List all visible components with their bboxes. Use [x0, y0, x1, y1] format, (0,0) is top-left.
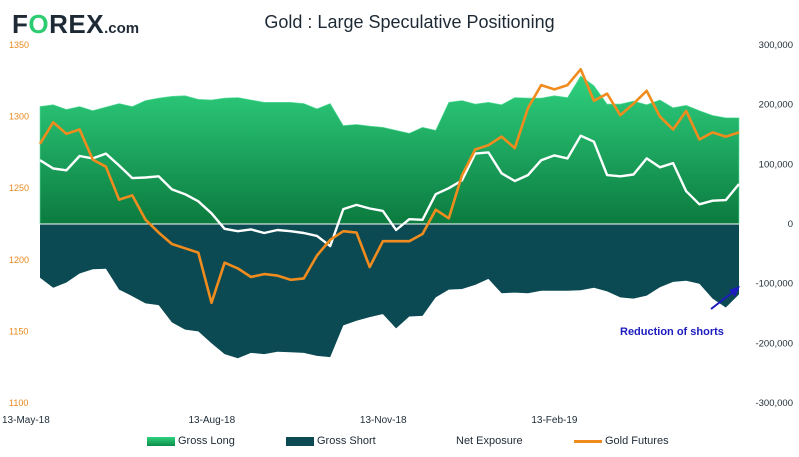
chart-title-wrap: Gold : Large Speculative Positioning: [0, 10, 799, 34]
series-gold-futures-line: [38, 68, 740, 305]
annotation-text: Reduction of shorts: [620, 326, 724, 338]
legend-label-gross-long: Gross Long: [178, 435, 235, 447]
series-net-exposure-line: [39, 134, 740, 248]
legend-label-gross-short: Gross Short: [317, 435, 376, 447]
series-gross-short-area: [40, 224, 739, 359]
x-tick-label: 13-Aug-18: [188, 415, 235, 426]
legend-item-gold-futures: Gold Futures: [574, 435, 669, 447]
y-left-tick-label: 1150: [9, 326, 28, 336]
y-right-tick-label: 300,000: [759, 40, 793, 51]
y-left-tick-label: 1250: [9, 183, 29, 193]
y-left-tick-label: 1200: [9, 255, 29, 265]
chart-canvas: 1100 1150 1200 1250 1300 1350 -300,000 -200,000…: [2, 40, 793, 426]
y-left-tick-label: 1100: [9, 398, 28, 408]
y-right-tick-label: 0: [788, 219, 793, 230]
series-gross-long-area: [39, 75, 740, 225]
legend-swatch-gross-long: [147, 436, 175, 446]
logo-f: F: [12, 9, 29, 39]
y-left-tick-label: 1350: [9, 40, 29, 50]
legend-label-gold-futures: Gold Futures: [605, 435, 669, 447]
logo-rex: REX: [49, 9, 105, 39]
y-right-tick-label: 100,000: [759, 159, 793, 170]
x-tick-label: 13-Feb-19: [531, 415, 578, 426]
legend-swatch-net-exposure: [425, 437, 453, 446]
x-tick-label: 13-Nov-18: [360, 415, 407, 426]
logo-domain: .com: [104, 20, 140, 37]
y-left-tick-label: 1300: [9, 112, 29, 122]
chart-title: Gold : Large Speculative Positioning: [264, 12, 555, 32]
legend: Gross Long Gross Short Net Exposure Gold…: [0, 435, 799, 453]
x-tick-label: 13-May-18: [2, 415, 50, 426]
annotation-arrow-head: [729, 286, 740, 297]
y-right-tick-label: 200,000: [759, 100, 793, 111]
legend-item-gross-short: Gross Short: [286, 435, 376, 447]
legend-swatch-gross-short: [286, 436, 314, 446]
y-right-tick-label: -100,000: [755, 279, 793, 290]
legend-swatch-gold-futures: [574, 439, 602, 443]
forex-logo: FOREX.com: [12, 8, 139, 45]
legend-label-net-exposure: Net Exposure: [456, 435, 523, 447]
legend-item-gross-long: Gross Long: [147, 435, 235, 447]
legend-item-net-exposure: Net Exposure: [425, 435, 523, 447]
logo-o: O: [28, 9, 50, 39]
y-right-tick-label: -200,000: [755, 338, 793, 349]
y-right-tick-label: -300,000: [755, 398, 793, 409]
